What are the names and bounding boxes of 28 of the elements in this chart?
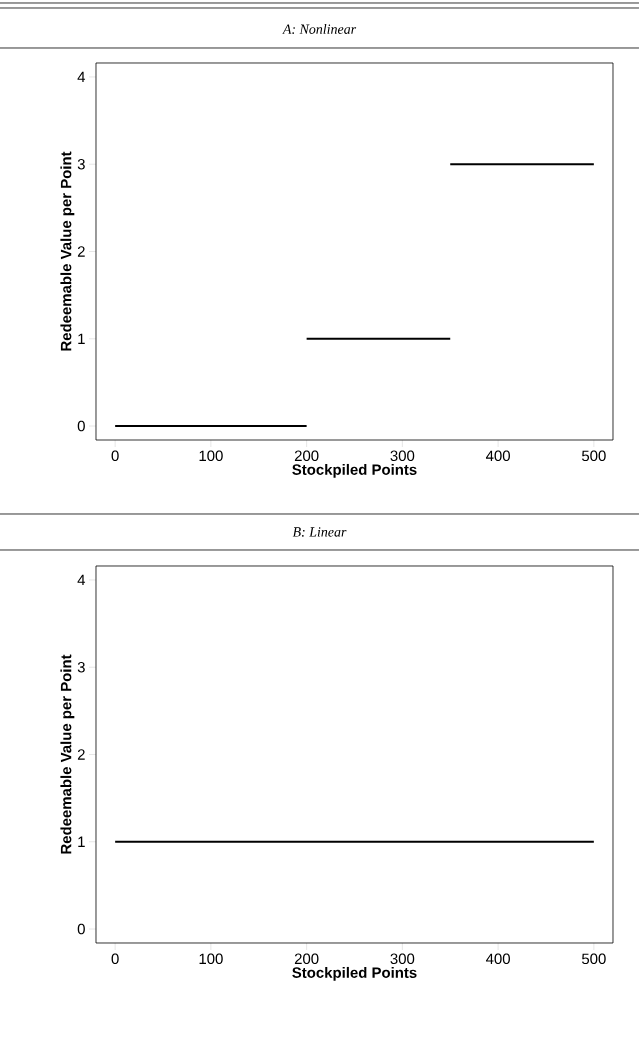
x-tick-label: 0 — [111, 953, 119, 965]
chart-title: A: Nonlinear — [282, 24, 357, 34]
x-tick-label: 0 — [111, 450, 119, 462]
x-tick-label: 100 — [199, 450, 223, 462]
x-tick-label: 400 — [485, 953, 510, 965]
y-tick-label: 4 — [77, 71, 86, 83]
x-tick-label: 500 — [581, 953, 606, 965]
y-tick-label: 2 — [77, 246, 85, 257]
x-axis-title: Stockpiled Points — [292, 463, 417, 478]
y-tick-label: 3 — [77, 158, 85, 170]
chart-title: B: Linear — [292, 527, 347, 537]
y-tick-label: 0 — [77, 923, 85, 935]
x-tick-label: 500 — [581, 450, 606, 462]
x-tick-label: 300 — [390, 450, 415, 462]
y-axis-title: Redeemable Value per Point — [60, 151, 75, 351]
y-tick-label: 1 — [78, 333, 85, 344]
x-tick-label: 100 — [199, 953, 223, 965]
y-tick-label: 3 — [77, 661, 85, 673]
x-tick-label: 400 — [485, 450, 510, 462]
y-tick-label: 1 — [78, 836, 85, 847]
y-tick-label: 4 — [77, 574, 86, 586]
x-tick-label: 200 — [294, 450, 319, 462]
x-tick-label: 200 — [294, 953, 319, 965]
y-tick-label: 2 — [77, 749, 85, 760]
y-tick-label: 0 — [77, 420, 85, 432]
y-axis-title: Redeemable Value per Point — [60, 654, 75, 854]
x-axis-title: Stockpiled Points — [292, 966, 417, 981]
x-tick-label: 300 — [390, 953, 415, 965]
